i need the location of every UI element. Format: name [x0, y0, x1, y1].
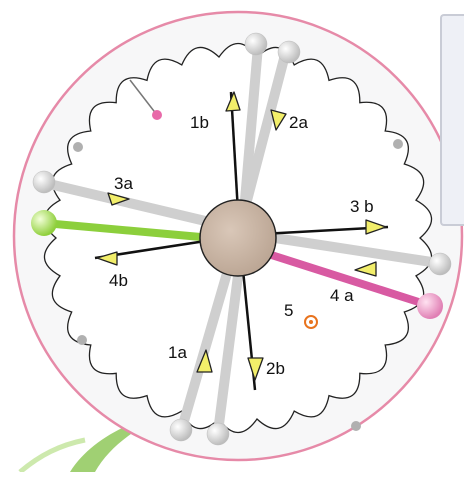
pink-rod	[258, 248, 432, 309]
spiral-icon	[304, 315, 318, 329]
center-hub	[199, 199, 277, 277]
green-ball	[31, 210, 57, 236]
yellow-arrows	[96, 91, 387, 381]
green-rod	[40, 219, 216, 242]
pink-ball	[417, 293, 443, 319]
pointer-line	[129, 79, 158, 116]
label-4a: 4 a	[330, 286, 354, 305]
info-panel	[440, 14, 464, 226]
label-2b: 2b	[266, 359, 285, 378]
label-1b: 1b	[190, 113, 209, 132]
label-5: 5	[284, 301, 293, 320]
label-2a: 2a	[289, 113, 308, 132]
leaf-decoration	[70, 410, 175, 472]
label-4b: 4b	[109, 271, 128, 290]
gray-dots	[73, 139, 403, 431]
label-3b: 3 b	[350, 197, 374, 216]
label-3a: 3a	[114, 174, 133, 193]
label-1a: 1a	[168, 343, 187, 362]
gray-rods	[40, 41, 443, 437]
gray-balls	[32, 32, 452, 446]
pink-dot	[152, 110, 162, 120]
